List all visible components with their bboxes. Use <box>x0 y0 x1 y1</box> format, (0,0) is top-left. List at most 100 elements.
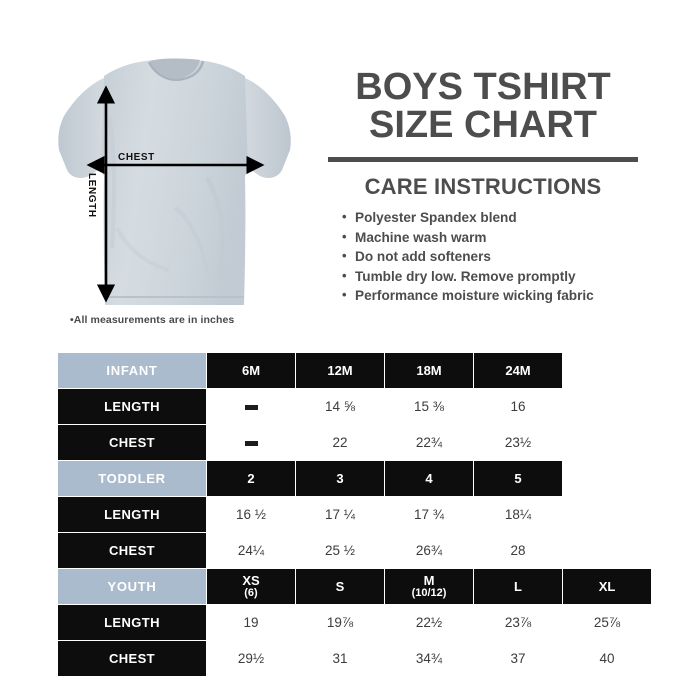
table-row: CHEST 24¼ 25 ½ 26¾ 28 <box>57 532 652 569</box>
list-item: Polyester Spandex blend <box>342 207 638 228</box>
size-chart-table: INFANT 6M 12M 18M 24M LENGTH 14 ⅝ 15 ⅜ 16 CHEST 22… <box>57 352 652 677</box>
measurement-value: 24¼ <box>237 543 265 558</box>
length-label: LENGTH <box>86 173 97 218</box>
measurement-value: 22 <box>332 435 348 450</box>
size-header-cell: 12M <box>295 352 385 389</box>
no-value-dash <box>244 441 258 447</box>
measurement-cell: 40 <box>562 640 652 677</box>
measurement-value: 17 ¾ <box>413 507 445 522</box>
size-header-cell: XS (6) <box>206 568 296 605</box>
measurement-value: 15 ⅜ <box>413 399 445 414</box>
measurement-value: 16 <box>510 399 526 414</box>
measurement-value: 40 <box>599 651 615 666</box>
measurement-cell: 34¾ <box>384 640 474 677</box>
care-instructions-list: Polyester Spandex blend Machine wash war… <box>328 207 638 306</box>
measurement-arrows <box>86 85 265 303</box>
measurement-value: 19 <box>243 615 259 630</box>
measurement-value: 22½ <box>415 615 443 630</box>
empty-cell <box>562 496 652 533</box>
measurement-cell: 16 ½ <box>206 496 296 533</box>
size-header-label: 6M <box>241 362 261 378</box>
tshirt-fold-2 <box>173 206 209 274</box>
size-header-label: 24M <box>505 362 531 378</box>
measurement-cell <box>206 424 296 461</box>
size-header-cell: 4 <box>384 460 474 497</box>
size-header-cell: 3 <box>295 460 385 497</box>
empty-cell <box>562 460 652 497</box>
table-group-header-row: INFANT 6M 12M 18M 24M <box>57 352 652 389</box>
tshirt-body <box>101 59 248 305</box>
measurement-value: 18¼ <box>504 507 532 522</box>
size-header-label: 5 <box>514 470 522 486</box>
measurement-cell: 28 <box>473 532 563 569</box>
list-item: Do not add softeners <box>342 246 638 267</box>
title-divider <box>328 157 638 162</box>
empty-cell <box>562 352 652 389</box>
measurement-value: 16 ½ <box>235 507 267 522</box>
size-header-label: 12M <box>327 362 353 378</box>
group-name-cell: INFANT <box>57 352 207 389</box>
title-and-care-block: BOYS TSHIRT SIZE CHART CARE INSTRUCTIONS… <box>328 68 638 306</box>
size-header-cell: L <box>473 568 563 605</box>
empty-cell <box>562 424 652 461</box>
tshirt-right-sleeve <box>244 78 291 178</box>
measurement-cell: 29½ <box>206 640 296 677</box>
size-header-cell: S <box>295 568 385 605</box>
tshirt-left-sleeve <box>58 78 105 178</box>
measurement-cell: 31 <box>295 640 385 677</box>
measurement-cell: 19⅞ <box>295 604 385 641</box>
table-group-header-row: YOUTH XS (6) S M (10/12) L XL <box>57 568 652 605</box>
size-header-label: 4 <box>425 470 433 486</box>
size-header-label: L <box>514 578 522 594</box>
size-header-label: 18M <box>416 362 442 378</box>
list-item: Machine wash warm <box>342 227 638 248</box>
measurement-value: 28 <box>510 543 526 558</box>
measurement-cell: 17 ¾ <box>384 496 474 533</box>
measurement-cell: 22¾ <box>384 424 474 461</box>
measurement-value: 29½ <box>237 651 265 666</box>
measurement-value: 19⅞ <box>326 615 354 630</box>
measurement-cell: 17 ¼ <box>295 496 385 533</box>
measurement-cell: 16 <box>473 388 563 425</box>
measurement-cell: 37 <box>473 640 563 677</box>
size-header-cell: 5 <box>473 460 563 497</box>
measurement-cell: 24¼ <box>206 532 296 569</box>
row-header-cell: CHEST <box>57 424 207 461</box>
measurement-cell: 25⅞ <box>562 604 652 641</box>
measurement-cell: 15 ⅜ <box>384 388 474 425</box>
measurement-cell: 22½ <box>384 604 474 641</box>
size-header-label: 2 <box>247 470 255 486</box>
care-instructions-heading: CARE INSTRUCTIONS <box>364 174 602 199</box>
measurement-cell: 22 <box>295 424 385 461</box>
measurement-cell: 14 ⅝ <box>295 388 385 425</box>
row-header-cell: LENGTH <box>57 496 207 533</box>
table-row: LENGTH 14 ⅝ 15 ⅜ 16 <box>57 388 652 425</box>
size-header-label: XL <box>598 578 616 594</box>
measurement-value: 17 ¼ <box>324 507 356 522</box>
tshirt-collar-seam <box>147 60 205 81</box>
measurement-value: 23½ <box>504 435 532 450</box>
table-row: LENGTH 16 ½ 17 ¼ 17 ¾ 18¼ <box>57 496 652 533</box>
measurements-footnote: •All measurements are in inches <box>70 314 235 326</box>
size-header-label: M <box>423 572 435 588</box>
measurement-value: 34¾ <box>415 651 443 666</box>
table-row: CHEST 22 22¾ 23½ <box>57 424 652 461</box>
tshirt-collar <box>150 58 200 79</box>
group-name-cell: TODDLER <box>57 460 207 497</box>
measurement-value: 25 ½ <box>324 543 356 558</box>
measurement-value: 31 <box>332 651 348 666</box>
empty-cell <box>562 388 652 425</box>
table-group-header-row: TODDLER 2 3 4 5 <box>57 460 652 497</box>
row-header-cell: CHEST <box>57 532 207 569</box>
header-area: CHEST LENGTH •All measurements are in in… <box>0 0 700 340</box>
size-header-cell: 2 <box>206 460 296 497</box>
list-item: Tumble dry low. Remove promptly <box>342 266 638 287</box>
tshirt-fold-1 <box>204 176 226 279</box>
row-header-cell: LENGTH <box>57 388 207 425</box>
row-header-cell: LENGTH <box>57 604 207 641</box>
measurement-cell: 19 <box>206 604 296 641</box>
measurement-cell: 18¼ <box>473 496 563 533</box>
tshirt-illustration: CHEST LENGTH <box>57 58 292 310</box>
measurement-value: 25⅞ <box>593 615 621 630</box>
measurement-value: 37 <box>510 651 526 666</box>
